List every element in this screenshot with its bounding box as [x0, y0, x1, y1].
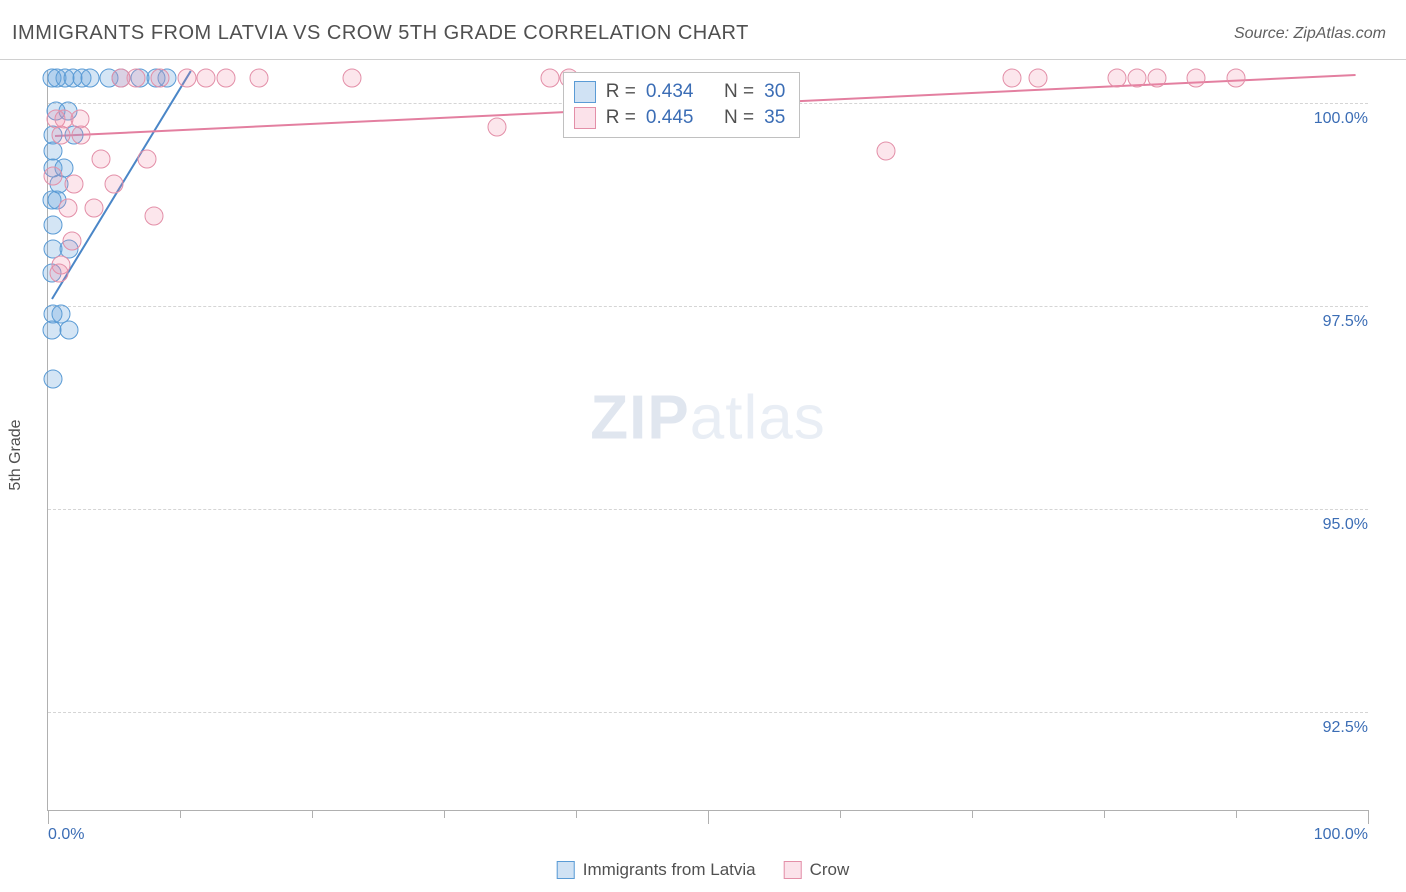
legend-r-label: R =: [606, 81, 636, 103]
swatch-latvia: [574, 81, 596, 103]
x-tick-label: 100.0%: [1314, 826, 1368, 844]
plot-area: ZIPatlas 100.0%97.5%95.0%92.5%0.0%100.0%…: [47, 70, 1368, 811]
source-attribution: Source: ZipAtlas.com: [1234, 25, 1386, 43]
point-crow: [62, 231, 81, 250]
swatch-crow: [574, 107, 596, 129]
x-tick-minor: [840, 810, 841, 818]
point-crow: [1128, 69, 1147, 88]
x-tick-major: [48, 810, 49, 824]
point-crow: [250, 69, 269, 88]
point-crow: [177, 69, 196, 88]
x-tick-minor: [444, 810, 445, 818]
bottom-legend: Immigrants from Latvia Crow: [557, 860, 850, 880]
bottom-legend-label: Immigrants from Latvia: [583, 860, 756, 880]
x-tick-label: 0.0%: [48, 826, 84, 844]
y-tick-label: 92.5%: [1321, 719, 1370, 737]
bottom-legend-item: Immigrants from Latvia: [557, 860, 756, 880]
point-crow: [151, 69, 170, 88]
x-tick-minor: [312, 810, 313, 818]
point-crow: [91, 150, 110, 169]
x-tick-minor: [972, 810, 973, 818]
swatch-crow: [784, 861, 802, 879]
y-tick-label: 97.5%: [1321, 313, 1370, 331]
x-tick-major: [708, 810, 709, 824]
point-crow: [144, 207, 163, 226]
y-tick-label: 95.0%: [1321, 516, 1370, 534]
legend-n-value: 35: [764, 107, 785, 129]
point-latvia: [42, 321, 61, 340]
x-tick-minor: [180, 810, 181, 818]
bottom-legend-item: Crow: [784, 860, 850, 880]
legend-row: R = 0.445 N = 35: [574, 105, 785, 131]
gridline: [48, 509, 1368, 510]
point-crow: [540, 69, 559, 88]
watermark: ZIPatlas: [590, 382, 825, 453]
x-tick-minor: [1236, 810, 1237, 818]
chart-area: 5th Grade ZIPatlas 100.0% 97.5% 95.0% 92.5%…: [0, 60, 1406, 850]
point-latvia: [44, 142, 63, 161]
point-crow: [877, 142, 896, 161]
gridline: [48, 712, 1368, 713]
x-tick-minor: [1104, 810, 1105, 818]
legend-r-value: 0.434: [646, 81, 694, 103]
x-tick-major: [1368, 810, 1369, 824]
point-crow: [72, 126, 91, 145]
point-crow: [52, 126, 71, 145]
correlation-legend: R = 0.434 N = 30 R = 0.445 N = 35: [563, 72, 800, 138]
x-tick-minor: [576, 810, 577, 818]
point-crow: [65, 174, 84, 193]
point-crow: [44, 166, 63, 185]
point-crow: [1108, 69, 1127, 88]
point-latvia: [44, 215, 63, 234]
point-crow: [105, 174, 124, 193]
legend-n-value: 30: [764, 81, 785, 103]
legend-n-label: N =: [724, 81, 754, 103]
swatch-latvia: [557, 861, 575, 879]
point-crow: [58, 199, 77, 218]
point-crow: [1002, 69, 1021, 88]
point-crow: [138, 150, 157, 169]
legend-row: R = 0.434 N = 30: [574, 79, 785, 105]
bottom-legend-label: Crow: [810, 860, 850, 880]
point-latvia: [60, 321, 79, 340]
y-tick-label: 100.0%: [1312, 110, 1370, 128]
point-crow: [342, 69, 361, 88]
point-crow: [1147, 69, 1166, 88]
y-axis-label: 5th Grade: [7, 419, 25, 490]
legend-n-label: N =: [724, 107, 754, 129]
point-crow: [197, 69, 216, 88]
point-crow: [1029, 69, 1048, 88]
point-crow: [127, 69, 146, 88]
point-crow: [49, 264, 68, 283]
point-crow: [217, 69, 236, 88]
point-crow: [487, 117, 506, 136]
legend-r-value: 0.445: [646, 107, 694, 129]
legend-r-label: R =: [606, 107, 636, 129]
chart-title: IMMIGRANTS FROM LATVIA VS CROW 5TH GRADE…: [12, 22, 749, 45]
header: IMMIGRANTS FROM LATVIA VS CROW 5TH GRADE…: [0, 0, 1406, 60]
point-latvia: [81, 69, 100, 88]
point-latvia: [44, 370, 63, 389]
point-crow: [85, 199, 104, 218]
point-crow: [1227, 69, 1246, 88]
point-crow: [1187, 69, 1206, 88]
gridline: [48, 306, 1368, 307]
point-crow: [70, 109, 89, 128]
